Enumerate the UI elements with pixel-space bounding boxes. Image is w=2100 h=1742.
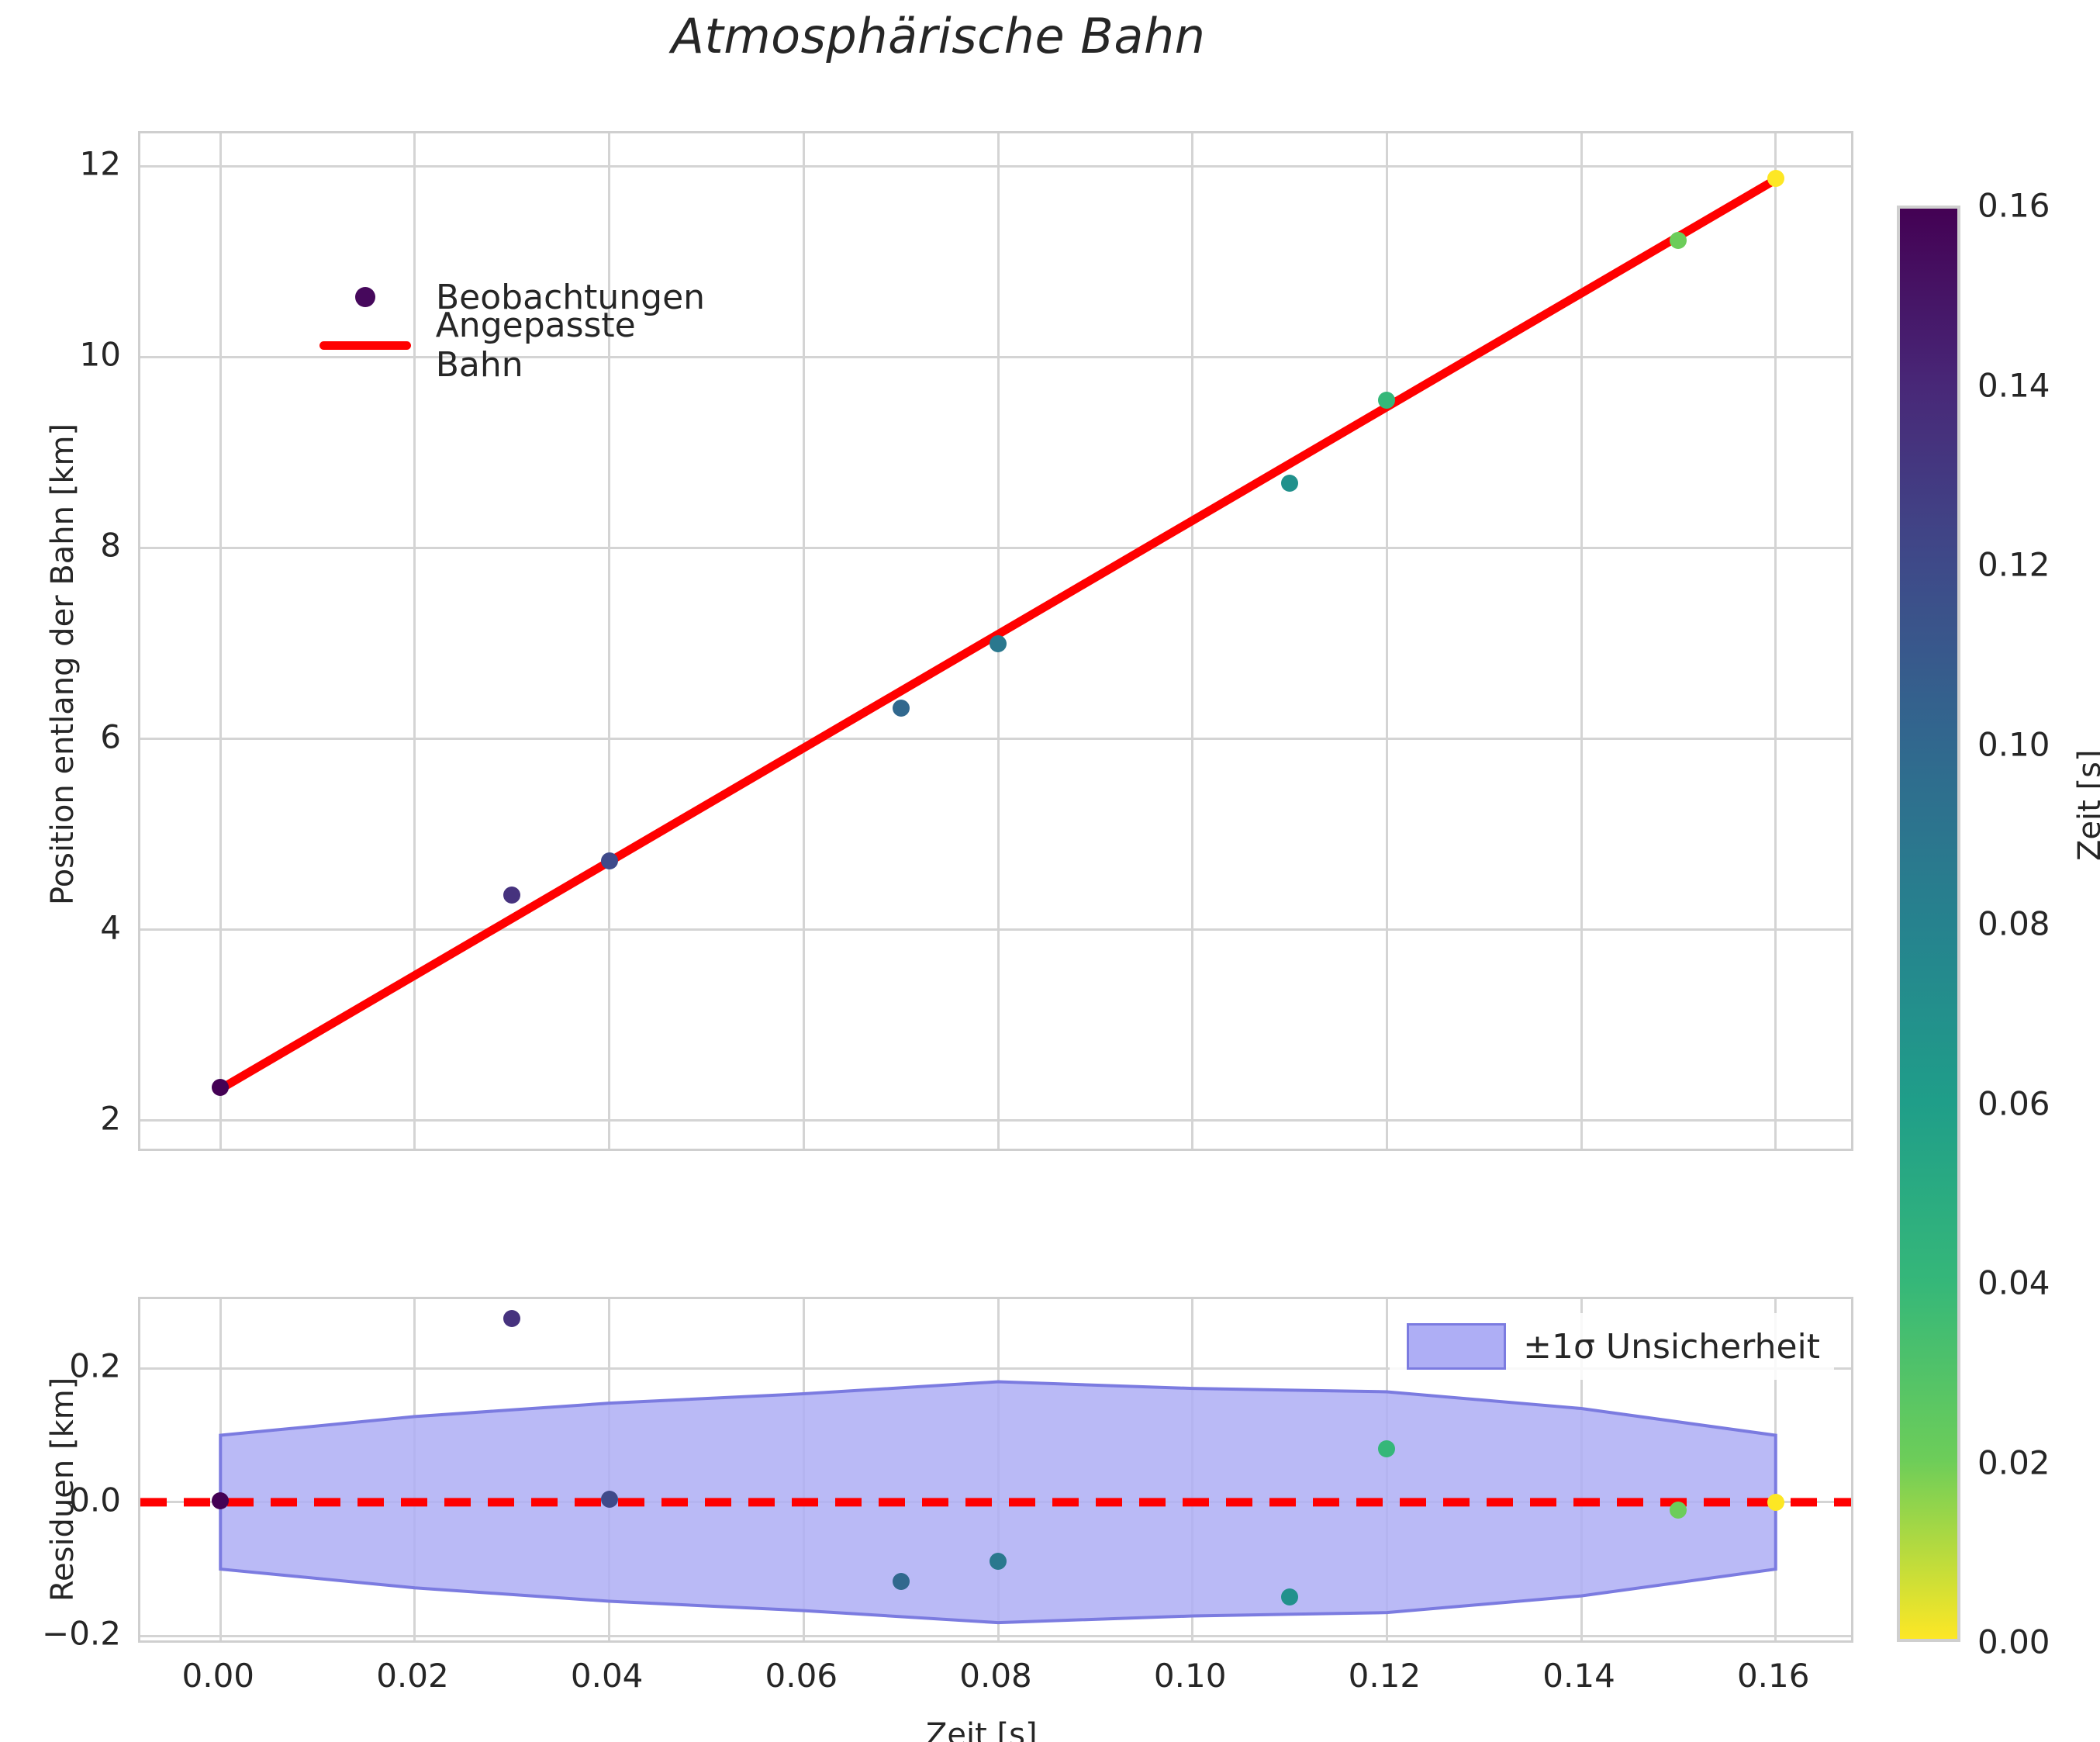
gridline-horizontal [140, 1119, 1851, 1122]
colorbar-tick-6: 0.12 [1977, 545, 2050, 584]
legend-item-observations[interactable]: Beobachtungen [299, 277, 734, 317]
residuals-axes: ±1σ Unsicherheit [138, 1297, 1853, 1643]
legend-label-observations: Beobachtungen [436, 277, 706, 317]
trajectory-point [990, 634, 1007, 652]
colorbar-tick-4: 0.08 [1977, 904, 2050, 943]
trajectory-point [1767, 170, 1784, 188]
residual-point [503, 1309, 521, 1327]
residual-point [1281, 1588, 1299, 1606]
trajectory-data-layer [140, 133, 1851, 1149]
trajectory-legend: Beobachtungen Angepasste Bahn [299, 275, 734, 385]
legend-item-fitted-track[interactable]: Angepasste Bahn [299, 306, 734, 385]
colorbar-tick-2: 0.04 [1977, 1263, 2050, 1302]
x-tick-4: 0.08 [959, 1657, 1032, 1695]
trajectory-fit-line [216, 175, 1781, 1094]
line-icon [299, 340, 431, 350]
colorbar-tick-0: 0.00 [1977, 1623, 2050, 1661]
residuals-legend: ±1σ Unsicherheit [1390, 1313, 1834, 1380]
gridline-horizontal [140, 546, 1851, 549]
gridline-vertical [608, 133, 611, 1149]
trajectory-point [1378, 391, 1396, 409]
colorbar-tick-1: 0.02 [1977, 1443, 2050, 1481]
colorbar-tick-7: 0.14 [1977, 366, 2050, 404]
legend-label-fitted-track: Angepasste Bahn [435, 306, 636, 385]
trajectory-axes: Beobachtungen Angepasste Bahn [138, 131, 1853, 1151]
y-tick-residuals-1: 0.0 [69, 1481, 121, 1519]
trajectory-point [892, 700, 910, 717]
trajectory-gridlines [140, 133, 1851, 1149]
x-tick-8: 0.16 [1736, 1657, 1810, 1695]
trajectory-point [1281, 474, 1299, 492]
gridline-vertical [1774, 133, 1777, 1149]
residual-point [212, 1492, 230, 1510]
residual-point [990, 1552, 1007, 1570]
trajectory-point [212, 1078, 230, 1096]
y-tick-trajectory-1: 4 [100, 908, 121, 947]
x-tick-6: 0.12 [1348, 1657, 1421, 1695]
gridline-horizontal [140, 355, 1851, 358]
gridline-vertical [219, 133, 222, 1149]
colorbar-tick-3: 0.06 [1977, 1084, 2050, 1122]
residual-point [600, 1490, 618, 1508]
colorbar-tick-5: 0.10 [1977, 725, 2050, 763]
y-tick-trajectory-0: 2 [100, 1099, 121, 1138]
x-tick-0: 0.00 [181, 1657, 255, 1695]
colorbar-tick-8: 0.16 [1977, 186, 2050, 225]
gridline-vertical [1191, 133, 1194, 1149]
y-tick-residuals-0: −0.2 [42, 1614, 121, 1653]
x-axis-title: Zeit [s] [926, 1717, 1038, 1742]
band-swatch-icon [1407, 1323, 1507, 1370]
colorbar[interactable] [1897, 206, 1960, 1642]
y-tick-trajectory-5: 12 [79, 144, 121, 183]
legend-label-uncertainty: ±1σ Unsicherheit [1523, 1326, 1820, 1367]
gridline-horizontal [140, 164, 1851, 168]
x-tick-3: 0.06 [765, 1657, 838, 1695]
y-tick-trajectory-4: 10 [79, 335, 121, 374]
y-tick-trajectory-3: 8 [100, 526, 121, 565]
fitted-track-line [216, 175, 1781, 1094]
trajectory-point [1670, 232, 1687, 250]
residual-point [892, 1572, 910, 1590]
gridline-vertical [413, 133, 416, 1149]
gridline-horizontal [140, 1367, 1851, 1370]
colorbar-title: Zeit [s] [2072, 749, 2100, 861]
x-tick-2: 0.04 [570, 1657, 644, 1695]
residual-point [1670, 1502, 1687, 1519]
gridline-horizontal [140, 1634, 1851, 1637]
residual-point [1767, 1493, 1784, 1511]
x-tick-1: 0.02 [376, 1657, 449, 1695]
residual-point [1378, 1440, 1396, 1457]
figure-title: Atmosphärische Bahn [671, 8, 1206, 64]
gridline-horizontal [140, 738, 1851, 741]
scatter-dot-icon [299, 287, 431, 307]
gridline-vertical [802, 133, 805, 1149]
colorbar-gradient [1900, 209, 1957, 1639]
gridline-vertical [1580, 133, 1583, 1149]
gridline-horizontal [140, 928, 1851, 931]
y-tick-residuals-2: 0.2 [69, 1346, 121, 1385]
trajectory-point [503, 887, 521, 904]
y-tick-trajectory-2: 6 [100, 717, 121, 756]
residuals-data-layer [140, 1299, 1851, 1640]
trajectory-point [600, 852, 618, 869]
gridline-vertical [1385, 133, 1388, 1149]
trajectory-y-axis-title: Position entlang der Bahn [km] [45, 423, 81, 905]
x-tick-7: 0.14 [1542, 1657, 1615, 1695]
x-tick-5: 0.10 [1153, 1657, 1227, 1695]
